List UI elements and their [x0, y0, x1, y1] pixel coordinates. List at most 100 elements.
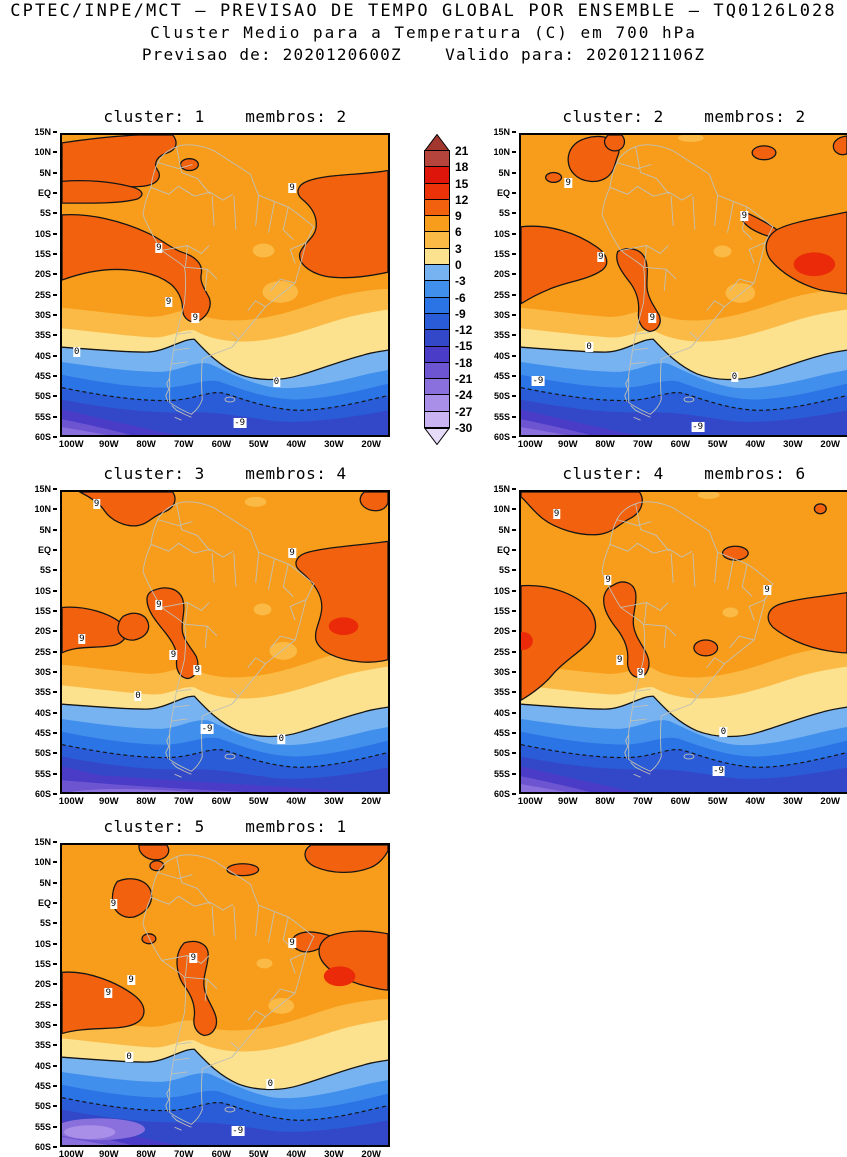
cluster-panel-1: cluster: 1 membros: 2 15N 10N 5N EQ 5S 10S 15S… [34, 107, 390, 450]
colorbar-cell [424, 394, 450, 412]
contour-label-9: 9 [636, 667, 645, 678]
lon-tick-label: 20W [820, 439, 840, 450]
colorbar-labels: 21 18 15 12 9 6 3 0 -3 -6 -9 -12 -15 -18 -21 -24 -27 -30 [455, 144, 473, 435]
contour-label-9: 9 [288, 183, 296, 194]
lat-axis: 15N 10N 5N EQ 5S 10S 15S 20S 25S 30S 35S 40S 45S 50S 5… [34, 837, 51, 1152]
contour-label-9: 9 [604, 574, 612, 585]
contour-label-0: 0 [266, 1078, 275, 1089]
colorbar-cells [424, 150, 450, 429]
map-cluster-2: 9 9 9 9 0 0 -9 -9 [519, 133, 847, 437]
lon-tick-label: 60W [211, 439, 232, 450]
panel-title-4: cluster: 4 membros: 6 [562, 464, 806, 483]
cluster-panel-4: cluster: 4 membros: 6 15N 10N 5N EQ 5S 10S 15S… [493, 464, 847, 807]
lon-tick-label: 100W [58, 439, 84, 450]
page-subtitle: Cluster Medio para a Temperatura (C) em … [150, 23, 697, 42]
lon-axis: 100W 90W 80W 70W 60W 50W 40W 30W 20W [518, 436, 847, 450]
lat-axis: 15N 10N 5N EQ 5S 10S 15S 20S 25S 30S 35S 40S 45S 50S 5… [34, 484, 51, 799]
lon-tick-label: 50W [707, 439, 728, 450]
lon-tick-label: 60W [670, 439, 691, 450]
contour-label-9: 9 [164, 296, 173, 307]
contour-label-9: 9 [288, 548, 296, 559]
contour-labels-layer: 9 9 9 9 9 0 -9 [521, 492, 847, 792]
contour-label-0: 0 [730, 371, 739, 382]
contour-label-9: 9 [191, 312, 200, 323]
contour-label-0: 0 [134, 691, 142, 702]
contour-label--9: -9 [691, 422, 705, 433]
lon-axis: 100W 90W 80W 70W 60W 50W 40W 30W 20W [58, 1146, 390, 1157]
contour-label-9: 9 [564, 178, 572, 189]
contour-label-0: 0 [277, 733, 286, 744]
lon-tick-label: 70W [632, 439, 653, 450]
lon-tick-label: 80W [136, 1149, 156, 1157]
map-cluster-3: 9 9 9 9 9 9 0 0 -9 [60, 490, 390, 794]
lon-tick-label: 60W [211, 1149, 232, 1157]
lon-tick-label: 30W [324, 796, 344, 807]
lon-tick-label: 50W [707, 796, 728, 807]
contour-label-9: 9 [127, 975, 135, 986]
colorbar-cell [424, 378, 450, 396]
lat-axis: 15N 10N 5N EQ 5S 10S 15S 20S 25S 30S 35S 40S 45S 50S 5… [34, 127, 51, 442]
colorbar-cell [424, 312, 450, 331]
lon-tick-label: 50W [248, 439, 269, 450]
lon-tick-label: 90W [558, 439, 578, 450]
lon-tick-label: 80W [595, 439, 615, 450]
panel-title-3: cluster: 3 membros: 4 [103, 464, 347, 483]
lon-tick-label: 100W [58, 796, 84, 807]
panel-title-1: cluster: 1 membros: 2 [103, 107, 347, 126]
contour-label-9: 9 [189, 953, 198, 964]
colorbar-cell [424, 361, 450, 380]
lon-tick-label: 80W [136, 796, 156, 807]
contour-label--9: -9 [231, 1126, 245, 1137]
contour-label-0: 0 [125, 1052, 133, 1063]
lon-tick-label: 70W [173, 796, 194, 807]
contour-label-9: 9 [648, 312, 657, 323]
contour-label-9: 9 [155, 242, 163, 253]
map-cluster-5: 9 9 9 9 9 0 0 -9 [60, 843, 390, 1147]
lon-tick-label: 40W [745, 439, 766, 450]
colorbar-cell [424, 329, 450, 347]
lon-tick-label: 50W [248, 1149, 269, 1157]
lon-tick-label: 70W [632, 796, 653, 807]
contour-label--9: -9 [200, 723, 214, 734]
lon-tick-label: 20W [361, 439, 381, 450]
colorbar-cell [424, 198, 450, 217]
contour-labels-layer: 9 9 9 9 0 0 -9 -9 [521, 135, 847, 435]
lon-tick-label: 40W [745, 796, 766, 807]
colorbar-cell [424, 247, 450, 266]
contour-label-0: 0 [72, 347, 81, 358]
contour-label-0: 0 [585, 342, 593, 353]
lon-tick-label: 20W [361, 796, 381, 807]
panel-title-2: cluster: 2 membros: 2 [562, 107, 806, 126]
contour-label-9: 9 [552, 508, 561, 519]
contour-label-9: 9 [78, 634, 86, 644]
contour-label-0: 0 [272, 376, 281, 387]
contour-label--9: -9 [233, 418, 247, 429]
contour-label-0: 0 [719, 726, 728, 737]
cluster-panel-3: cluster: 3 membros: 4 15N 10N 5N EQ 5S 10S 15S… [34, 464, 390, 807]
lon-tick-label: 40W [286, 439, 307, 450]
colorbar-cell [424, 280, 450, 298]
temperature-colorbar: 21 18 15 12 9 6 3 0 -3 -6 -9 -12 -15 -18 -21 -24 -27 -30 [424, 134, 504, 445]
colorbar-cell [424, 410, 450, 429]
map-cluster-1: 9 9 9 9 0 0 -9 [60, 133, 390, 437]
contour-label-9: 9 [109, 899, 118, 910]
contour-label-9: 9 [288, 937, 296, 948]
lon-tick-label: 90W [558, 796, 578, 807]
colorbar-cell [424, 231, 450, 249]
lon-axis: 100W 90W 80W 70W 60W 50W 40W 30W 20W [58, 436, 390, 450]
page-title: CPTEC/INPE/MCT – PREVISAO DE TEMPO GLOBA… [10, 1, 837, 21]
contour-labels-layer: 9 9 9 9 9 0 0 -9 [62, 845, 388, 1145]
contour-label-9: 9 [155, 599, 163, 610]
lon-tick-label: 40W [286, 1149, 307, 1157]
lon-tick-label: 30W [324, 1149, 344, 1157]
contour-label-9: 9 [104, 987, 112, 998]
lon-tick-label: 50W [248, 796, 269, 807]
lon-tick-label: 100W [58, 1149, 84, 1157]
cluster-panel-2: cluster: 2 membros: 2 15N 10N 5N EQ 5S 10S 15S… [493, 107, 847, 450]
lon-tick-label: 20W [361, 1149, 381, 1157]
contour-label-9: 9 [740, 211, 749, 221]
colorbar-cell [424, 150, 450, 168]
contour-label-9: 9 [763, 584, 771, 595]
colorbar-cell [424, 215, 450, 233]
